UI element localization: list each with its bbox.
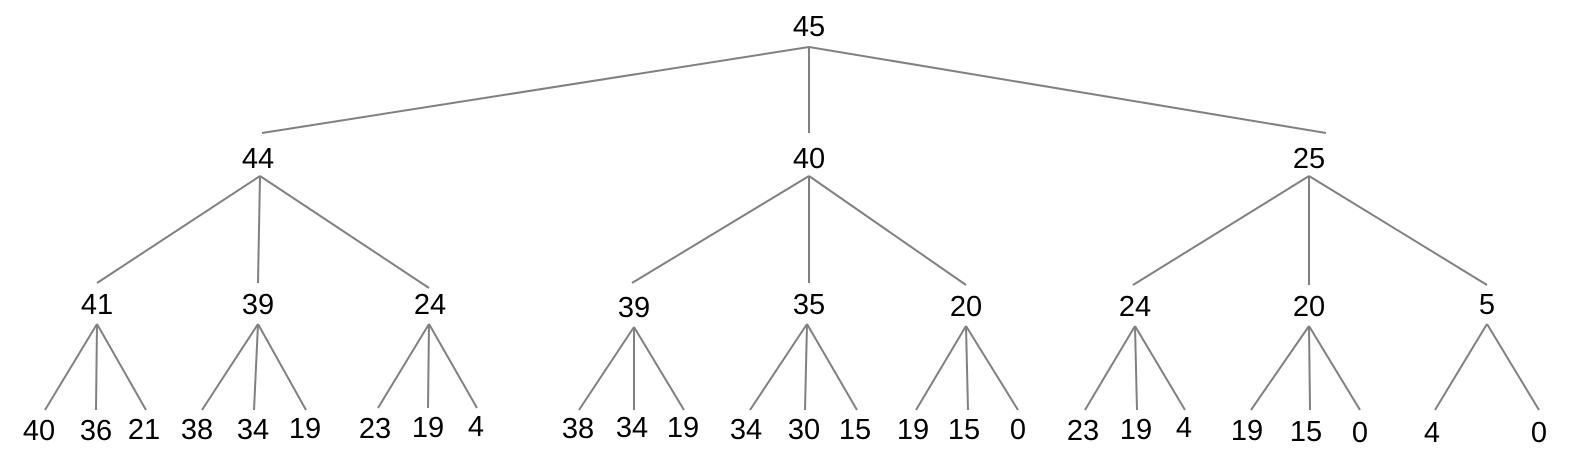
tree-edge bbox=[806, 323, 858, 411]
tree-edge bbox=[201, 323, 259, 411]
tree-edge bbox=[1308, 175, 1488, 286]
leaf-node-label: 4 bbox=[1424, 417, 1440, 449]
leaf-node-label: 40 bbox=[23, 415, 55, 447]
leaf-node-label: 0 bbox=[1531, 417, 1547, 449]
tree-edge bbox=[631, 175, 810, 284]
tree-node-label: 20 bbox=[950, 291, 982, 323]
leaf-node-label: 15 bbox=[948, 414, 980, 446]
tree-edge bbox=[1134, 325, 1186, 411]
leaf-node-label: 19 bbox=[1231, 415, 1263, 447]
tree-edge bbox=[1132, 175, 1310, 286]
tree-edge bbox=[427, 323, 430, 409]
tree-node-label: 25 bbox=[1293, 143, 1325, 175]
leaf-node-label: 19 bbox=[897, 414, 929, 446]
tree-edge bbox=[915, 325, 967, 411]
leaf-node-label: 38 bbox=[562, 413, 594, 445]
tree-edge bbox=[377, 323, 430, 409]
leaf-node-label: 15 bbox=[1290, 416, 1322, 448]
tree-node-label: 20 bbox=[1293, 291, 1325, 323]
leaf-node-label: 30 bbox=[788, 414, 820, 446]
leaf-node-label: 15 bbox=[839, 414, 871, 446]
tree-edge bbox=[261, 46, 810, 134]
leaf-node-label: 19 bbox=[289, 413, 321, 445]
leaf-node-label: 19 bbox=[412, 412, 444, 444]
tree-edge bbox=[1250, 325, 1310, 411]
tree-edge bbox=[965, 325, 1019, 411]
leaf-node-label: 0 bbox=[1010, 414, 1026, 446]
tree-edge bbox=[633, 326, 685, 411]
root-node-label: 45 bbox=[793, 11, 825, 43]
tree-edge bbox=[96, 323, 147, 411]
leaf-node-label: 34 bbox=[730, 414, 762, 446]
tree-node-label: 35 bbox=[793, 289, 825, 321]
leaf-node-label: 23 bbox=[1067, 415, 1099, 447]
tree-edge bbox=[1486, 323, 1540, 411]
tree-edge bbox=[1308, 325, 1361, 411]
tree-edge bbox=[95, 323, 98, 411]
tree-node-label: 24 bbox=[1119, 291, 1151, 323]
leaf-node-label: 23 bbox=[359, 413, 391, 445]
leaf-node-label: 36 bbox=[80, 415, 112, 447]
leaf-node-label: 4 bbox=[468, 411, 484, 443]
leaf-node-label: 34 bbox=[237, 414, 269, 446]
tree-edge bbox=[96, 175, 261, 284]
tree-edge bbox=[259, 175, 430, 289]
tree-edge bbox=[808, 46, 1327, 134]
leaf-node-label: 21 bbox=[128, 414, 160, 446]
tree-edges bbox=[44, 46, 1540, 411]
tree-edge bbox=[253, 323, 259, 411]
leaf-node-label: 34 bbox=[616, 412, 648, 444]
tree-node-label: 24 bbox=[414, 289, 446, 321]
leaf-node-label: 0 bbox=[1352, 417, 1368, 449]
tree-edge bbox=[808, 175, 967, 286]
tree-edge bbox=[578, 326, 635, 411]
leaf-node-label: 4 bbox=[1176, 412, 1192, 444]
tree-edge bbox=[428, 323, 478, 409]
tree-node-label: 39 bbox=[242, 289, 274, 321]
tree-edge bbox=[804, 323, 808, 411]
tree-node-label: 44 bbox=[242, 143, 274, 175]
tree-edge bbox=[965, 325, 969, 411]
tree-node-label: 41 bbox=[81, 289, 113, 321]
tree-edge bbox=[1434, 323, 1488, 411]
tree-edge bbox=[257, 175, 261, 284]
tree-edge bbox=[257, 323, 307, 411]
tree-edge bbox=[1134, 325, 1138, 411]
tree-edge bbox=[749, 323, 808, 411]
leaf-node-label: 38 bbox=[181, 414, 213, 446]
tree-node-label: 40 bbox=[793, 143, 825, 175]
leaf-node-label: 19 bbox=[1120, 414, 1152, 446]
tree-node-label: 5 bbox=[1479, 289, 1495, 321]
tree-edge bbox=[1308, 325, 1311, 411]
tree-edge bbox=[1084, 325, 1136, 411]
tree-node-label: 39 bbox=[618, 292, 650, 324]
leaf-node-label: 19 bbox=[667, 412, 699, 444]
tree-edge bbox=[44, 323, 98, 411]
